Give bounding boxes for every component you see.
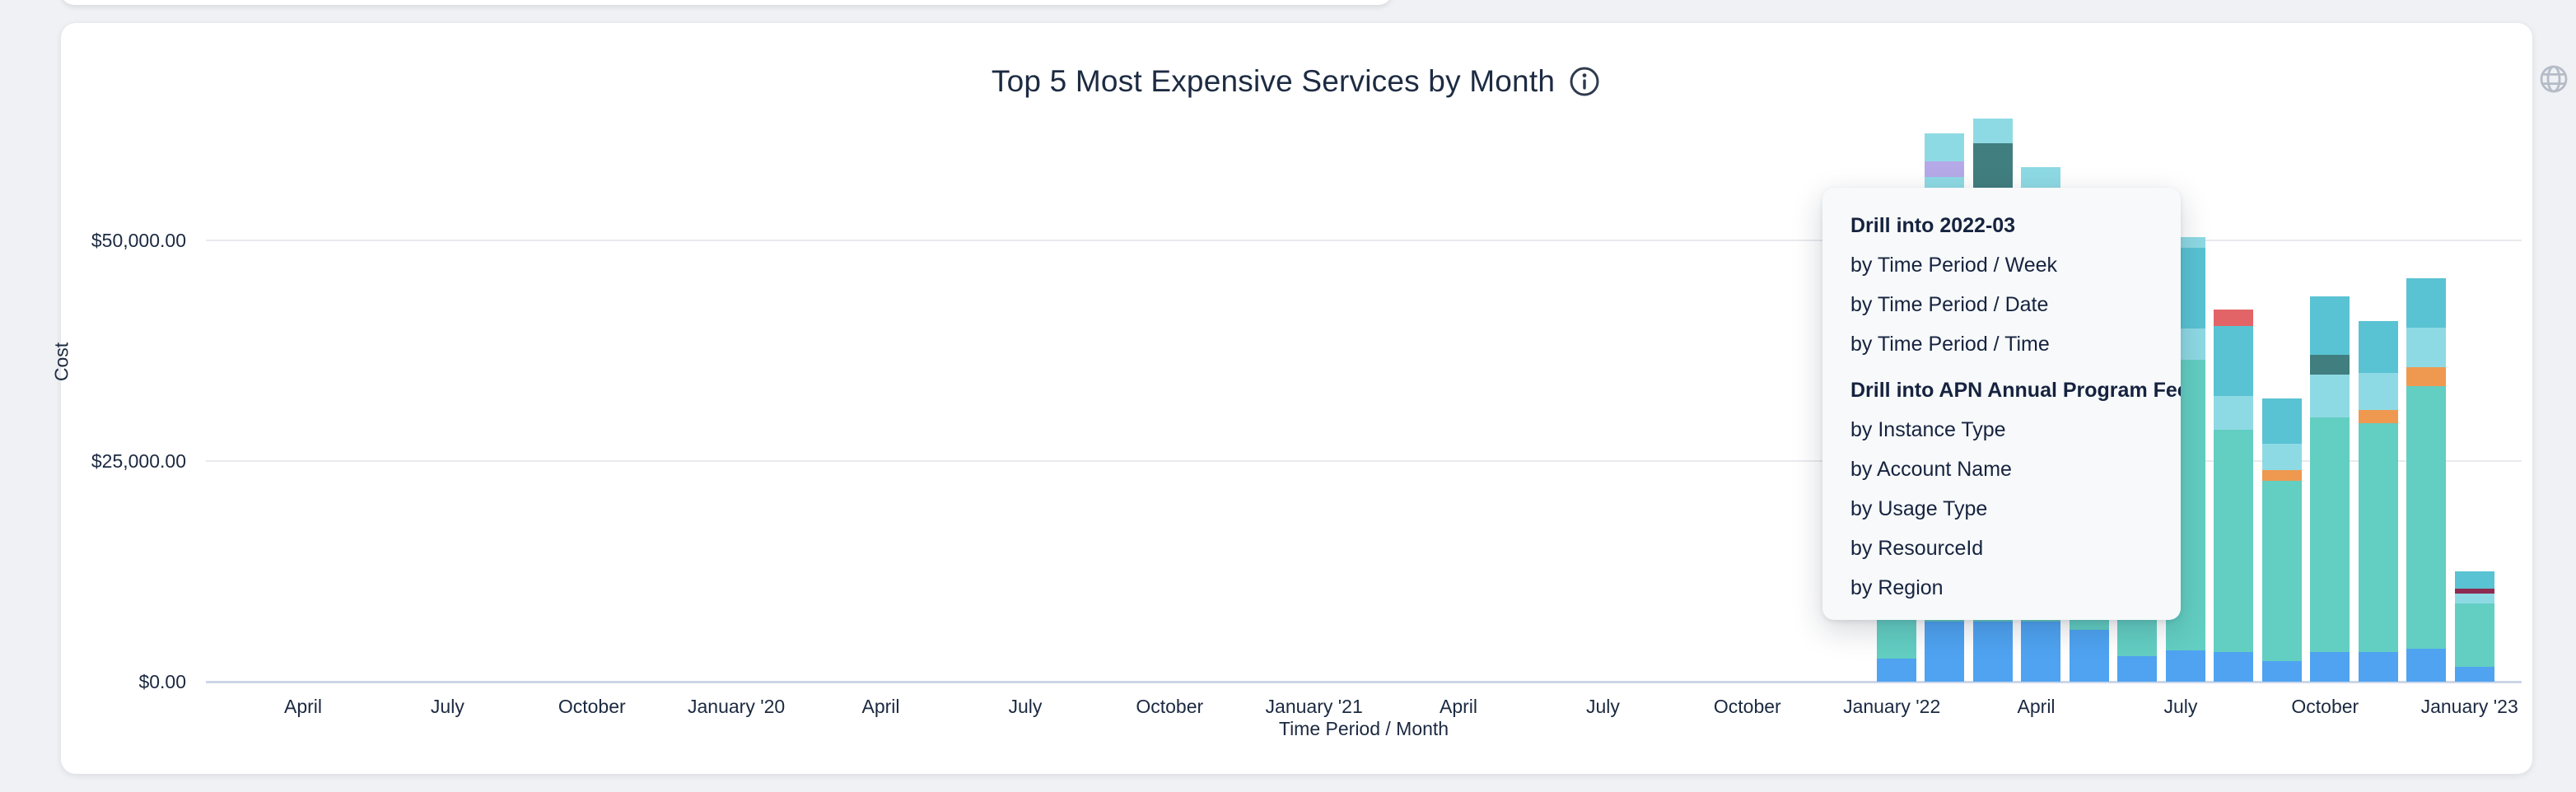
bar-2022-11[interactable]: [2358, 320, 2398, 682]
bar-segment-teal[interactable]: [2310, 417, 2350, 652]
bar-segment-medium_cyan[interactable]: [2261, 398, 2302, 444]
bar-segment-teal[interactable]: [2261, 480, 2302, 662]
bar-segment-teal[interactable]: [2214, 430, 2254, 652]
bar-segment-light_cyan[interactable]: [2358, 372, 2398, 410]
bar-segment-teal[interactable]: [2454, 603, 2494, 667]
bar-segment-teal[interactable]: [2358, 422, 2398, 652]
x-tick-label: July: [1008, 696, 1043, 717]
bar-2022-09[interactable]: [2261, 398, 2302, 682]
x-tick-label: October: [2291, 696, 2359, 717]
bar-segment-light_cyan[interactable]: [1925, 133, 1965, 161]
bar-segment-blue[interactable]: [2454, 666, 2494, 682]
bar-segment-orange[interactable]: [2358, 409, 2398, 423]
menu-group-header: Drill into APN Annual Program Fee: [1850, 379, 2181, 402]
bar-segment-red[interactable]: [2214, 309, 2254, 326]
x-tick-label: January '20: [688, 696, 786, 717]
previous-card-bottom-edge: [61, 0, 1392, 5]
bar-segment-blue[interactable]: [1877, 659, 1916, 682]
x-tick-label: July: [1585, 696, 1620, 717]
x-tick-label: October: [1713, 696, 1781, 717]
bar-2023-01[interactable]: [2454, 571, 2494, 682]
bar-segment-blue[interactable]: [2310, 651, 2350, 682]
bar-segment-light_cyan[interactable]: [2406, 328, 2447, 368]
info-icon[interactable]: [1568, 65, 1601, 98]
x-tick-label: April: [283, 696, 322, 717]
bar-segment-medium_cyan[interactable]: [2358, 320, 2398, 373]
x-tick-label: January '22: [1843, 696, 1941, 717]
bar-segment-medium_cyan[interactable]: [2310, 296, 2350, 356]
bar-2022-08[interactable]: [2214, 309, 2254, 682]
bar-segment-blue[interactable]: [2117, 655, 2158, 682]
bar-segment-blue[interactable]: [1972, 622, 2013, 682]
bar-segment-blue[interactable]: [2214, 651, 2254, 682]
x-tick-label: January '23: [2420, 696, 2518, 717]
y-tick-label: $0.00: [138, 671, 186, 692]
x-tick-label: October: [558, 696, 626, 717]
x-axis-line: [206, 681, 2522, 683]
bar-segment-blue[interactable]: [2358, 651, 2398, 682]
bar-segment-blue[interactable]: [2069, 629, 2109, 682]
menu-item-by-instance-type[interactable]: by Instance Type: [1850, 418, 2006, 441]
menu-item-by-time-period-date[interactable]: by Time Period / Date: [1850, 293, 2049, 316]
bar-segment-light_cyan[interactable]: [2310, 374, 2350, 418]
bar-segment-orange[interactable]: [2261, 469, 2302, 481]
gridline: [206, 460, 2522, 462]
bar-segment-blue[interactable]: [2261, 661, 2302, 682]
drill-down-menu: Drill into 2022-03 by Time Period / Week b…: [1822, 188, 2181, 620]
menu-item-by-usage-type[interactable]: by Usage Type: [1850, 497, 1988, 520]
bar-segment-light_cyan[interactable]: [2261, 443, 2302, 470]
bar-2022-10[interactable]: [2310, 296, 2350, 682]
bar-segment-blue[interactable]: [2406, 649, 2447, 682]
x-tick-label: July: [2163, 696, 2198, 717]
bar-segment-light_cyan[interactable]: [2454, 593, 2494, 603]
bar-segment-dark_teal[interactable]: [2310, 355, 2350, 375]
bar-segment-maroon[interactable]: [2454, 589, 2494, 594]
bar-segment-medium_cyan[interactable]: [2406, 278, 2447, 328]
bar-segment-blue[interactable]: [2165, 650, 2205, 682]
menu-item-by-time-period-time[interactable]: by Time Period / Time: [1850, 333, 2050, 356]
x-tick-label: April: [1440, 696, 1478, 717]
menu-item-by-resourceid[interactable]: by ResourceId: [1850, 537, 1984, 560]
x-tick-label: October: [1136, 696, 1204, 717]
bar-segment-light_cyan[interactable]: [2214, 395, 2254, 431]
bar-segment-teal[interactable]: [2406, 385, 2447, 650]
gridline: [206, 240, 2522, 241]
menu-item-by-account-name[interactable]: by Account Name: [1850, 458, 2012, 481]
bar-segment-lavender[interactable]: [1925, 161, 1965, 177]
x-tick-label: January '21: [1265, 696, 1363, 717]
menu-group-header: Drill into 2022-03: [1850, 214, 2016, 237]
y-tick-label: $50,000.00: [91, 230, 186, 251]
bar-segment-medium_cyan[interactable]: [2454, 571, 2494, 589]
bar-segment-light_cyan[interactable]: [1972, 119, 2013, 144]
x-tick-label: April: [2017, 696, 2056, 717]
globe-icon[interactable]: [2537, 63, 2570, 96]
y-axis-title: Cost: [50, 342, 72, 382]
menu-group: Drill into APN Annual Program Fee by Inst…: [1822, 370, 2181, 608]
bar-segment-blue[interactable]: [2021, 622, 2061, 682]
bar-segment-blue[interactable]: [1925, 622, 1965, 682]
bar-segment-medium_cyan[interactable]: [2214, 325, 2254, 396]
menu-item-by-region[interactable]: by Region: [1850, 576, 1944, 599]
bar-segment-orange[interactable]: [2406, 367, 2447, 386]
bar-2022-12[interactable]: [2406, 278, 2447, 682]
menu-group: Drill into 2022-03 by Time Period / Week b…: [1822, 206, 2181, 364]
x-axis-title: Time Period / Month: [1278, 718, 1449, 739]
y-tick-label: $25,000.00: [91, 450, 186, 472]
chart-header: Top 5 Most Expensive Services by Month: [61, 64, 2532, 99]
x-tick-label: July: [430, 696, 464, 717]
chart-title: Top 5 Most Expensive Services by Month: [991, 64, 1556, 98]
menu-item-by-time-period-week[interactable]: by Time Period / Week: [1850, 254, 2058, 277]
x-tick-label: April: [861, 696, 900, 717]
